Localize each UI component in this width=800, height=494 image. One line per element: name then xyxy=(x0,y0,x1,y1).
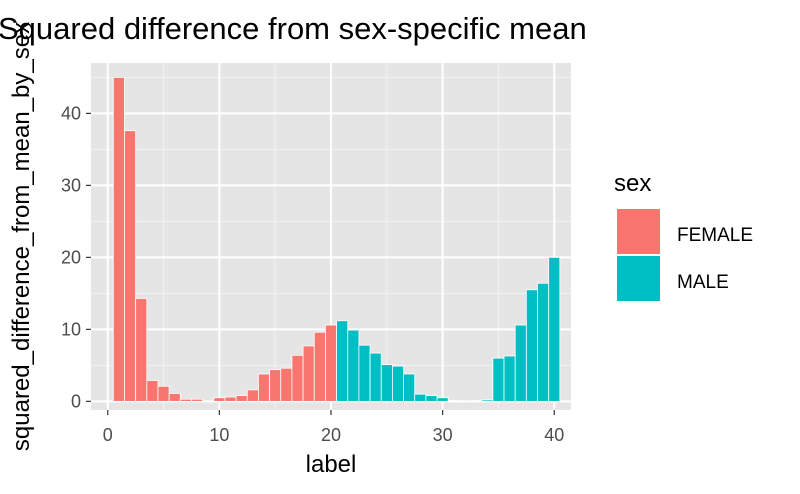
x-tick-label: 10 xyxy=(209,425,229,445)
x-tick-label: 0 xyxy=(103,425,113,445)
bar-female-9 xyxy=(202,400,215,403)
bar-female-1 xyxy=(112,76,125,402)
bar-female-12 xyxy=(235,395,248,402)
bar-male-33 xyxy=(470,400,483,402)
bar-female-17 xyxy=(291,354,304,402)
x-tick-label: 30 xyxy=(433,425,453,445)
bar-female-5 xyxy=(157,385,170,402)
chart-title: Squared difference from sex-specific mea… xyxy=(0,11,587,46)
y-tick-label: 40 xyxy=(61,103,81,123)
x-axis-title: label xyxy=(306,451,357,478)
bar-female-3 xyxy=(135,298,148,402)
bar-female-6 xyxy=(168,393,181,402)
x-tick-label: 40 xyxy=(544,425,564,445)
y-axis-title: squared_difference_from_mean_by_sex xyxy=(8,22,35,451)
x-tick-label: 20 xyxy=(321,425,341,445)
bar-female-11 xyxy=(224,396,237,402)
bar-male-23 xyxy=(358,344,371,402)
bar-male-26 xyxy=(391,365,404,402)
y-tick-label: 20 xyxy=(61,247,81,267)
bar-male-25 xyxy=(380,364,393,402)
bar-male-35 xyxy=(492,357,505,402)
bar-male-27 xyxy=(403,373,416,402)
bar-female-15 xyxy=(269,369,282,402)
bar-female-2 xyxy=(124,130,137,402)
bar-male-36 xyxy=(503,355,516,402)
bar-male-38 xyxy=(525,289,538,402)
bar-male-40 xyxy=(548,256,561,402)
bar-male-21 xyxy=(336,320,349,402)
bar-female-8 xyxy=(191,398,204,402)
y-axis: 0 10 20 30 40 xyxy=(61,103,91,411)
bars xyxy=(112,76,561,403)
bar-female-13 xyxy=(246,389,259,402)
bar-male-28 xyxy=(414,393,427,402)
bar-male-22 xyxy=(347,329,360,402)
legend-key-male xyxy=(617,256,660,301)
bar-female-7 xyxy=(179,398,192,402)
bar-female-10 xyxy=(213,397,226,402)
bar-female-18 xyxy=(302,345,315,402)
bar-male-30 xyxy=(436,397,449,402)
y-tick-label: 10 xyxy=(61,319,81,339)
legend-label-male: MALE xyxy=(677,272,729,293)
legend-key-female xyxy=(617,209,660,254)
bar-female-19 xyxy=(313,331,326,402)
bar-male-32 xyxy=(458,400,471,403)
legend-label-female: FEMALE xyxy=(677,225,753,246)
legend-title: sex xyxy=(614,170,651,197)
bar-male-39 xyxy=(537,282,550,402)
bar-male-31 xyxy=(447,400,460,402)
bar-male-37 xyxy=(514,324,527,402)
legend: sex FEMALE MALE xyxy=(614,170,753,301)
bar-male-24 xyxy=(369,352,382,402)
bar-female-20 xyxy=(325,324,337,402)
y-tick-label: 0 xyxy=(71,391,81,411)
x-axis: 0 10 20 30 40 xyxy=(103,410,564,445)
bar-female-14 xyxy=(258,373,271,402)
bar-male-34 xyxy=(481,399,494,402)
bar-male-29 xyxy=(425,395,438,402)
y-tick-label: 30 xyxy=(61,175,81,195)
bar-female-16 xyxy=(280,367,293,402)
bar-female-4 xyxy=(146,380,159,402)
